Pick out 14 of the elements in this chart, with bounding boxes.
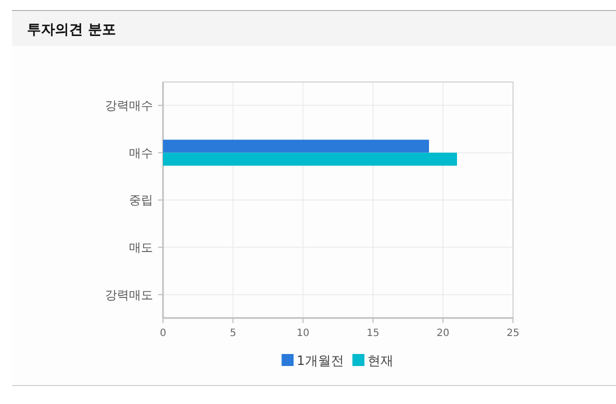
- x-tick-label: 25: [506, 328, 520, 339]
- x-tick-label: 20: [436, 328, 450, 339]
- y-tick-label: 중립: [129, 193, 153, 208]
- x-tick-label: 15: [366, 328, 380, 339]
- y-tick-label: 매도: [129, 240, 153, 254]
- x-tick-label: 5: [230, 328, 236, 339]
- y-tick-label: 강력매수: [105, 98, 153, 113]
- y-tick-label: 강력매도: [105, 288, 153, 302]
- legend-label: 1개월전: [296, 354, 344, 369]
- y-tick-label: 매수: [129, 146, 153, 160]
- x-tick-label: 0: [160, 328, 166, 339]
- x-tick-label: 10: [296, 328, 310, 339]
- chart-title: 투자의견 분포: [27, 22, 116, 38]
- legend-label: 현재: [367, 354, 394, 369]
